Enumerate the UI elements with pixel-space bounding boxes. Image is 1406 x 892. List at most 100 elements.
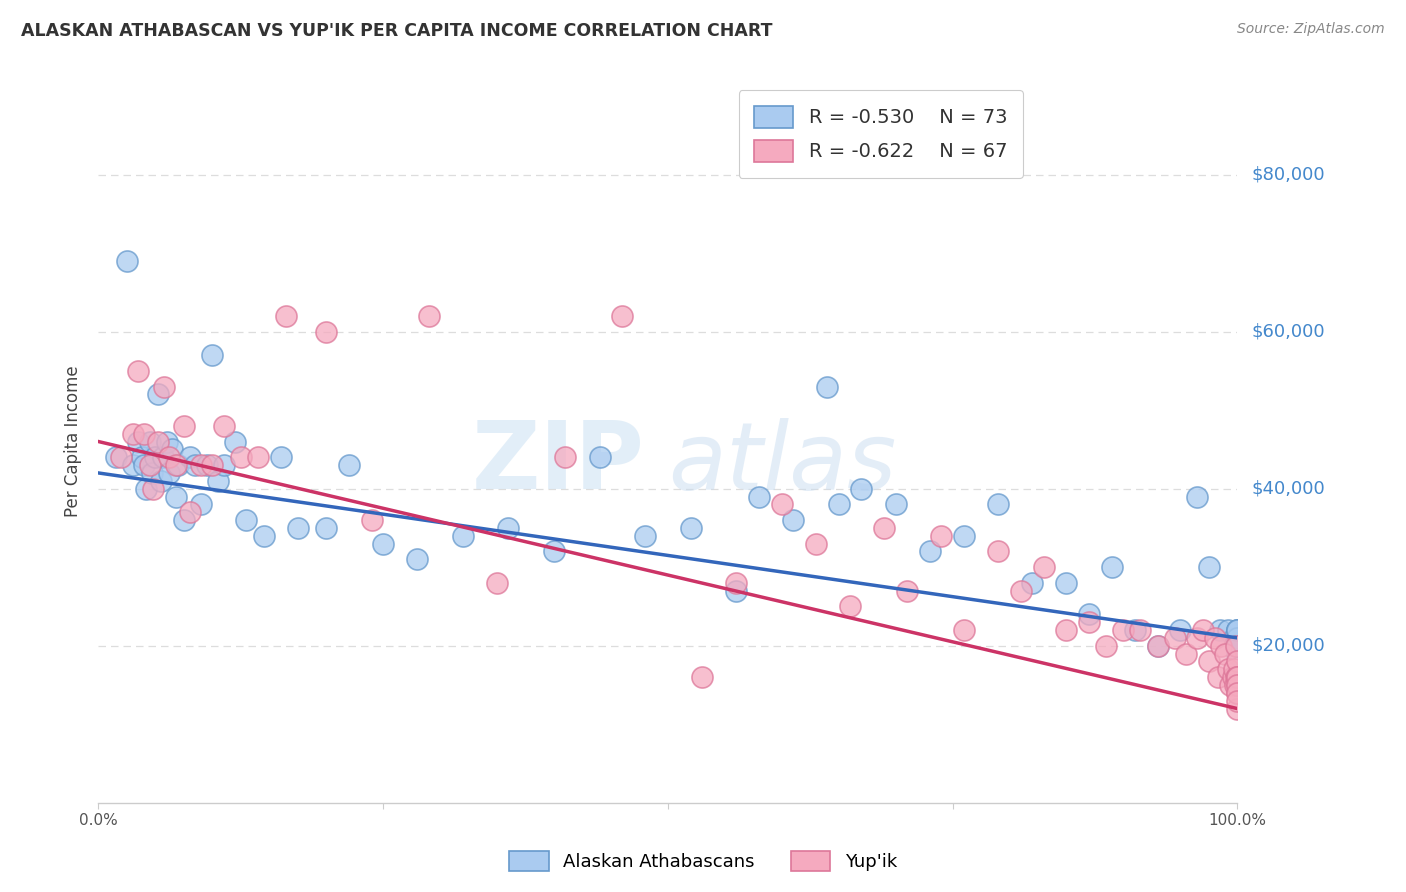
Point [1226, 639, 1249, 653]
Point [612, 309, 634, 323]
Point [1226, 647, 1249, 661]
Point [121, 458, 143, 472]
Point [1187, 631, 1209, 645]
Point [1054, 623, 1078, 637]
Point [418, 309, 440, 323]
Point [270, 450, 292, 465]
Point [1223, 631, 1246, 645]
Point [1095, 639, 1118, 653]
Point [195, 458, 218, 472]
Point [1187, 490, 1209, 504]
Point [179, 505, 201, 519]
Point [1198, 560, 1220, 574]
Point [165, 490, 187, 504]
Point [1211, 639, 1233, 653]
Point [153, 379, 176, 393]
Point [157, 450, 180, 465]
Point [1223, 678, 1246, 692]
Point [679, 521, 702, 535]
Point [337, 458, 360, 472]
Point [1170, 623, 1192, 637]
Point [815, 379, 838, 393]
Point [252, 529, 274, 543]
Point [315, 325, 337, 339]
Point [1054, 575, 1078, 590]
Point [690, 670, 713, 684]
Point [1226, 639, 1249, 653]
Point [1226, 670, 1249, 684]
Point [138, 434, 160, 449]
Point [1209, 623, 1232, 637]
Point [1204, 631, 1226, 645]
Point [132, 458, 155, 472]
Point [896, 583, 918, 598]
Point [987, 544, 1010, 558]
Point [207, 474, 229, 488]
Point [287, 521, 309, 535]
Point [360, 513, 382, 527]
Point [121, 426, 143, 441]
Point [1226, 701, 1249, 715]
Point [1123, 623, 1146, 637]
Point [782, 513, 804, 527]
Point [1218, 623, 1240, 637]
Point [1198, 655, 1220, 669]
Text: ZIP: ZIP [472, 417, 645, 509]
Point [167, 458, 190, 472]
Point [201, 348, 224, 362]
Point [543, 544, 565, 558]
Point [770, 497, 793, 511]
Point [162, 442, 184, 457]
Point [918, 544, 941, 558]
Point [1146, 639, 1168, 653]
Point [987, 497, 1010, 511]
Point [486, 575, 509, 590]
Point [1226, 639, 1249, 653]
Point [1223, 662, 1246, 676]
Point [1226, 655, 1249, 669]
Point [224, 434, 246, 449]
Point [156, 434, 179, 449]
Point [953, 623, 976, 637]
Point [173, 513, 195, 527]
Point [1226, 686, 1249, 700]
Point [851, 482, 873, 496]
Point [138, 458, 160, 472]
Point [1192, 623, 1215, 637]
Point [104, 450, 127, 465]
Point [110, 450, 132, 465]
Point [127, 434, 149, 449]
Point [1226, 623, 1249, 637]
Point [1032, 560, 1054, 574]
Point [276, 309, 298, 323]
Point [1222, 670, 1244, 684]
Point [1129, 623, 1152, 637]
Point [1218, 662, 1240, 676]
Text: ALASKAN ATHABASCAN VS YUP'IK PER CAPITA INCOME CORRELATION CHART: ALASKAN ATHABASCAN VS YUP'IK PER CAPITA … [21, 22, 772, 40]
Point [127, 364, 149, 378]
Point [184, 458, 207, 472]
Point [406, 552, 429, 566]
Point [212, 418, 235, 433]
Point [634, 529, 657, 543]
Point [1163, 631, 1185, 645]
Point [1078, 615, 1101, 630]
Point [588, 450, 610, 465]
Point [141, 466, 163, 480]
Point [451, 529, 474, 543]
Point [173, 418, 195, 433]
Point [142, 482, 165, 496]
Point [115, 253, 138, 268]
Point [1225, 639, 1247, 653]
Text: $40,000: $40,000 [1251, 480, 1324, 498]
Point [1175, 647, 1198, 661]
Point [229, 450, 252, 465]
Point [1021, 575, 1043, 590]
Text: Source: ZipAtlas.com: Source: ZipAtlas.com [1237, 22, 1385, 37]
Point [1225, 670, 1247, 684]
Point [1226, 631, 1249, 645]
Point [1010, 583, 1032, 598]
Point [131, 450, 153, 465]
Point [554, 450, 576, 465]
Point [828, 497, 851, 511]
